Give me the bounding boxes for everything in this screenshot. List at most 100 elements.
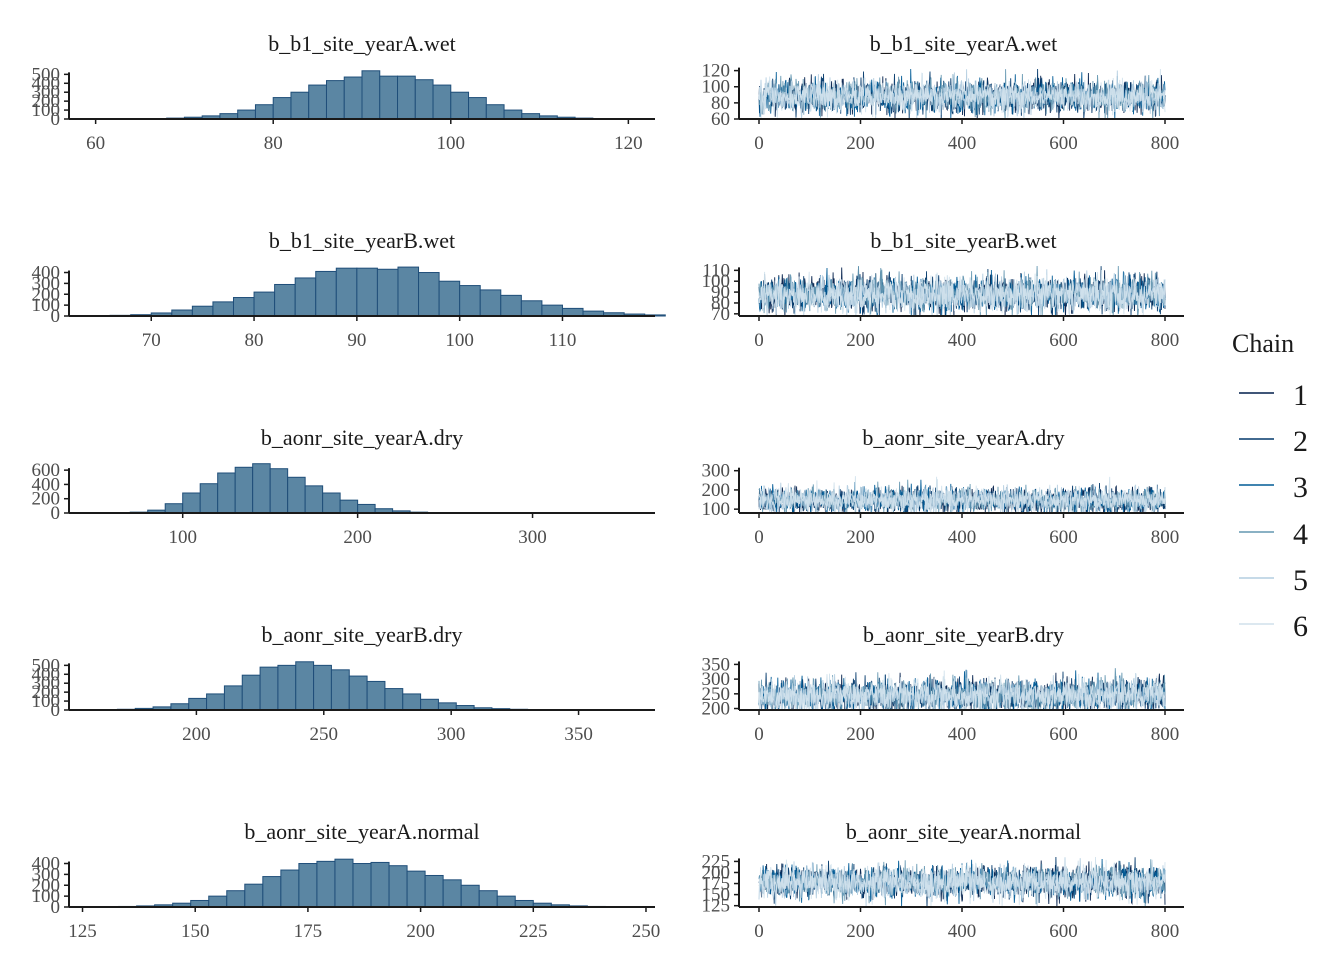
- x-tick-label: 400: [948, 330, 977, 351]
- x-tick-label: 110: [549, 330, 577, 351]
- x-tick-label: 120: [614, 133, 643, 154]
- y-tick-label: 200: [702, 480, 731, 501]
- x-tick-label: 200: [846, 921, 875, 942]
- histogram-bar: [295, 661, 315, 711]
- histogram-bar: [356, 267, 378, 317]
- histogram-bar: [384, 688, 404, 711]
- x-tick-label: 600: [1049, 133, 1078, 154]
- histogram-bar: [294, 277, 317, 317]
- histogram-bar: [541, 304, 563, 317]
- histogram-bar: [414, 79, 434, 120]
- y-tick-label: 200: [32, 489, 61, 510]
- legend-entry-4: 4: [1239, 518, 1308, 551]
- x-tick-label: 60: [86, 133, 105, 154]
- x-tick-label: 400: [948, 921, 977, 942]
- histogram-bar: [330, 669, 350, 711]
- y-tick-label: 300: [702, 669, 731, 690]
- x-tick-label: 300: [518, 527, 547, 548]
- y-tick-label: 150: [702, 885, 731, 906]
- histogram-bar: [418, 272, 440, 317]
- histogram-bar: [388, 865, 408, 908]
- histogram-bar: [420, 698, 439, 711]
- histogram-bar: [206, 693, 225, 711]
- legend-label-1: 1: [1293, 379, 1308, 412]
- x-tick-label: 200: [846, 133, 875, 154]
- y-tick-label: 400: [32, 73, 61, 94]
- histogram-bar: [468, 97, 487, 120]
- histogram-bar: [237, 109, 256, 120]
- histogram-bar: [241, 674, 261, 711]
- histogram-bar: [252, 463, 271, 514]
- histogram-bar: [406, 870, 426, 908]
- x-tick-label: 200: [406, 921, 435, 942]
- x-tick-label: 200: [182, 724, 211, 745]
- y-tick-label: 200: [702, 699, 731, 720]
- x-tick-label: 200: [846, 724, 875, 745]
- x-tick-label: 200: [846, 527, 875, 548]
- histogram-bar: [437, 702, 457, 711]
- x-tick-label: 600: [1049, 724, 1078, 745]
- legend-label-2: 2: [1293, 425, 1308, 458]
- y-tick-label: 80: [711, 93, 730, 114]
- y-tick-label: 100: [702, 77, 731, 98]
- histogram-bar: [325, 80, 345, 120]
- chain-legend: Chain 1 2 3 4 5 6: [1232, 329, 1308, 643]
- x-tick-label: 600: [1049, 330, 1078, 351]
- x-tick-label: 600: [1049, 921, 1078, 942]
- x-tick-label: 225: [519, 921, 548, 942]
- y-tick-label: 400: [32, 474, 61, 495]
- trace-line-chain-6: [758, 670, 1166, 711]
- trace-panel-0: b_b1_site_yearA.wet 0 200 400 600 800 60801001…: [702, 31, 1184, 154]
- histogram-bar: [217, 472, 236, 514]
- histogram-bar: [234, 466, 254, 514]
- x-tick-label: 800: [1151, 330, 1180, 351]
- histogram-bar: [254, 104, 274, 120]
- trace-line-chain-6: [758, 68, 1166, 119]
- x-tick-label: 100: [437, 133, 466, 154]
- legend-label-6: 6: [1293, 610, 1308, 643]
- histogram-bar: [366, 680, 386, 711]
- trace-title: b_b1_site_yearA.wet: [870, 31, 1058, 56]
- histogram-bar: [274, 283, 296, 317]
- y-tick-label: 100: [702, 271, 731, 292]
- histogram-bar: [335, 267, 358, 317]
- y-tick-label: 0: [51, 897, 61, 918]
- y-tick-label: 80: [711, 293, 730, 314]
- y-tick-label: 300: [32, 82, 61, 103]
- histogram-title: b_aonr_site_yearA.normal: [244, 819, 479, 844]
- trace-line-chain-6: [758, 476, 1166, 514]
- y-tick-label: 0: [51, 306, 61, 327]
- histogram-bar: [308, 84, 327, 120]
- x-tick-label: 400: [948, 527, 977, 548]
- histogram-bar: [191, 305, 214, 317]
- legend-label-4: 4: [1293, 518, 1308, 551]
- legend-title: Chain: [1232, 329, 1294, 358]
- x-tick-label: 80: [264, 133, 283, 154]
- x-tick-label: 100: [445, 330, 474, 351]
- y-tick-label: 500: [32, 64, 61, 85]
- y-tick-label: 70: [711, 304, 730, 325]
- y-tick-label: 600: [32, 460, 61, 481]
- histogram-bar: [496, 895, 516, 908]
- histogram-bar: [208, 895, 228, 908]
- x-tick-label: 800: [1151, 527, 1180, 548]
- y-tick-label: 90: [711, 282, 730, 303]
- y-tick-label: 100: [32, 691, 61, 712]
- y-tick-label: 400: [32, 854, 61, 875]
- y-tick-label: 400: [32, 263, 61, 284]
- x-tick-label: 200: [846, 330, 875, 351]
- y-tick-label: 350: [702, 654, 731, 675]
- histogram-bar: [334, 858, 354, 908]
- x-tick-label: 175: [294, 921, 323, 942]
- y-tick-label: 0: [51, 503, 61, 524]
- histogram-bar: [212, 301, 234, 317]
- x-tick-label: 400: [948, 724, 977, 745]
- trace-title: b_aonr_site_yearA.dry: [862, 425, 1064, 450]
- y-tick-label: 200: [32, 875, 61, 896]
- histogram-bar: [459, 285, 481, 317]
- histogram-bar: [304, 485, 324, 514]
- histogram-title: b_b1_site_yearA.wet: [268, 31, 456, 56]
